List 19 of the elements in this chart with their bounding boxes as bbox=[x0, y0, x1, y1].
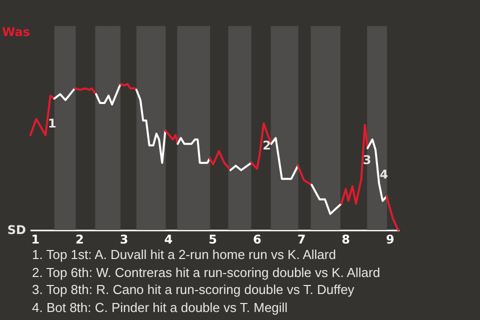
text: 1. Top 1st: A. Duvall hit a 2-run home run vs K. Allard bbox=[32, 246, 337, 264]
x-tick-label: 1 bbox=[31, 232, 40, 246]
x-tick-label: 7 bbox=[297, 232, 306, 246]
x-tick-label: 9 bbox=[386, 232, 394, 246]
annotation: 4 bbox=[380, 168, 388, 182]
text: 4. Bot 8th: C. Pinder hit a double vs T. Megill bbox=[32, 298, 289, 316]
x-tick-label: 6 bbox=[252, 232, 262, 246]
annotation: 2 bbox=[262, 138, 272, 152]
x-tick-label: 4 bbox=[164, 232, 173, 246]
x-tick-label: 5 bbox=[208, 232, 217, 246]
x-tick-label: 8 bbox=[342, 232, 350, 246]
text: Was bbox=[2, 25, 30, 39]
text: 3. Top 8th: R. Cano hit a run-scoring double vs T. Duffey bbox=[32, 281, 356, 299]
x-tick-label: 2 bbox=[76, 232, 84, 246]
text: 2. Top 6th: W. Contreras hit a run-scoring double vs K. Allard bbox=[32, 264, 380, 282]
x-tick-label: 3 bbox=[120, 232, 128, 246]
annotation: 1 bbox=[48, 116, 56, 130]
text: SD bbox=[7, 223, 26, 237]
annotation: 3 bbox=[362, 152, 372, 167]
